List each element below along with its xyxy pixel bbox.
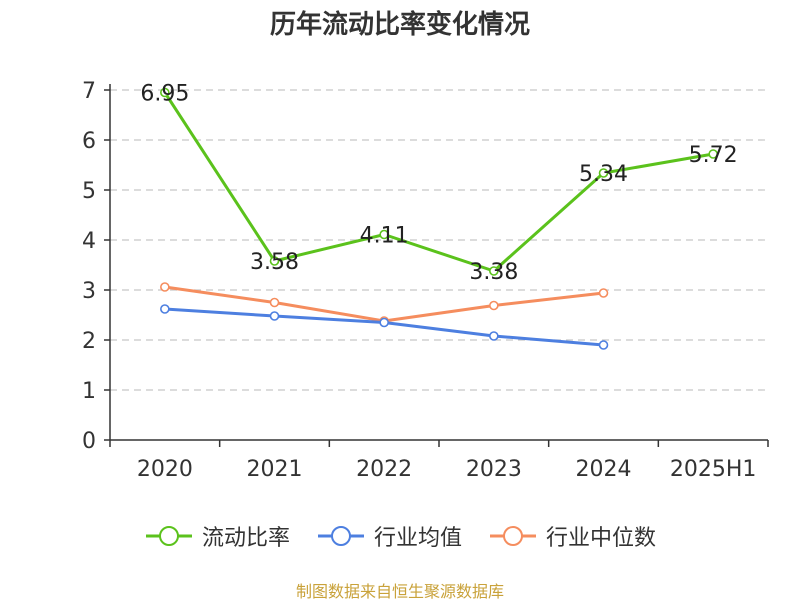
- series-line: [163, 91, 715, 273]
- y-tick-label: 0: [82, 429, 96, 454]
- y-tick-label: 7: [82, 79, 96, 104]
- series-point: [379, 317, 389, 328]
- axes: 0 1 2 3 4 5 6 7 2020 2021 2022 2023 2024 2025H1: [82, 79, 769, 482]
- series-point: [160, 282, 170, 292]
- x-tick-label: 2023: [466, 457, 522, 482]
- y-tick-label: 1: [82, 379, 96, 404]
- series-line: [163, 285, 605, 323]
- data-label: 5.72: [689, 143, 738, 168]
- series-point: [598, 288, 609, 298]
- data-label: 4.11: [360, 224, 409, 249]
- x-tick-label: 2025H1: [670, 457, 757, 482]
- x-tick-label: 2021: [247, 457, 303, 482]
- series-point: [269, 256, 280, 266]
- y-tick-label: 5: [82, 179, 96, 204]
- data-labels: 6.95 3.58 4.11 3.38 5.34 5.72: [140, 82, 737, 286]
- legend-item[interactable]: 行业均值: [316, 520, 462, 552]
- data-label: 6.95: [140, 82, 189, 107]
- series-point: [160, 87, 170, 98]
- x-tick-label: 2024: [576, 457, 632, 482]
- series-point: [708, 149, 718, 159]
- data-label: 3.58: [250, 250, 299, 275]
- source-note: 制图数据来自恒生聚源数据库: [295, 582, 504, 601]
- legend-line-marker-icon: [490, 526, 536, 546]
- y-tick-label: 3: [82, 279, 96, 304]
- series-point: [489, 300, 499, 311]
- legend-line-marker-icon: [145, 526, 192, 546]
- series-lines: [160, 87, 718, 350]
- x-tick-label: 2020: [137, 457, 193, 482]
- series-point: [269, 297, 280, 308]
- data-label: 3.38: [469, 260, 518, 285]
- series-point: [160, 304, 170, 314]
- data-label: 5.34: [579, 162, 628, 187]
- series-point: [489, 266, 499, 276]
- y-tick-label: 4: [82, 229, 96, 254]
- y-tick-label: 6: [82, 129, 96, 154]
- chart-title: 历年流动比率变化情况: [269, 10, 530, 40]
- series-point: [269, 311, 280, 321]
- series-point: [379, 229, 389, 240]
- legend-label: 流动比率: [201, 526, 290, 551]
- legend-item[interactable]: 行业中位数: [488, 520, 656, 552]
- series-point: [598, 340, 609, 350]
- legend-label: 行业均值: [373, 526, 462, 551]
- legend-item[interactable]: 流动比率: [144, 520, 290, 552]
- legend-label: 行业中位数: [546, 526, 657, 551]
- y-tick-label: 2: [82, 329, 96, 354]
- x-tick-label: 2022: [356, 457, 412, 482]
- legend: 流动比率 行业均值 行业中位数: [0, 518, 800, 554]
- grid-lines: [110, 89, 768, 391]
- series-point: [598, 168, 609, 178]
- series-point: [489, 331, 499, 341]
- legend-line-marker-icon: [317, 526, 364, 546]
